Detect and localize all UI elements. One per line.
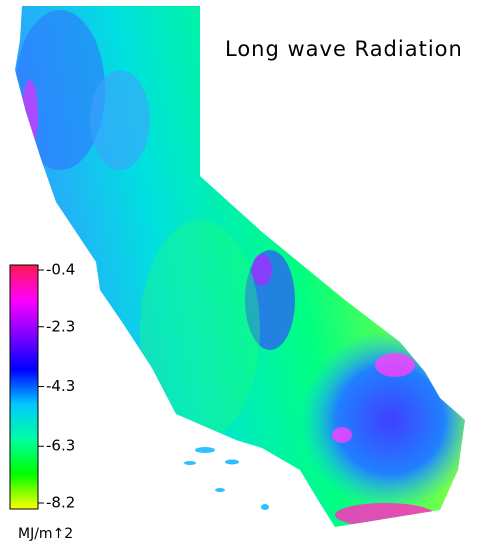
colorbar-tick-label: -8.2 [46,494,75,512]
colorbar-tick-label: -0.4 [46,261,75,279]
colorbar: -0.4 -2.3 -4.3 -6.3 -8.2 [9,261,75,512]
california-map [15,6,465,527]
colorbar-tick-label: -6.3 [46,437,75,455]
colorbar-tick-label: -2.3 [46,317,75,335]
map-title: Long wave Radiation [225,37,463,61]
colorbar-unit: MJ/m↑2 [18,526,73,542]
colorbar-ramp [9,264,39,510]
colorbar-tick-label: -4.3 [46,377,75,395]
